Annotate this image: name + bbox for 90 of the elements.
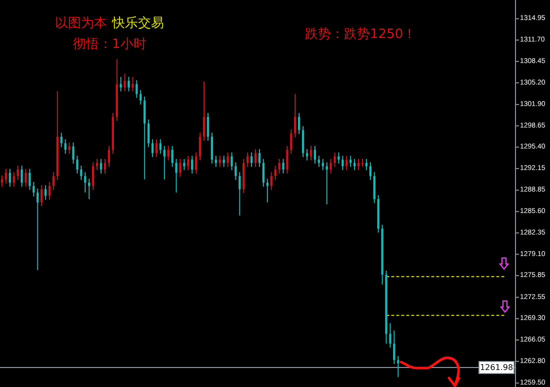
candlestick: [195, 152, 198, 174]
annotation: 快乐交易: [111, 15, 164, 31]
candlestick: [310, 145, 312, 161]
candlestick: [326, 162, 328, 205]
candlestick: [206, 112, 210, 142]
annotation: 以图为本: [55, 16, 107, 31]
candlestick: [64, 138, 66, 154]
candlestick: [270, 172, 272, 190]
candlestick: [294, 93, 296, 138]
candlestick: [230, 152, 233, 171]
candlestick: [246, 152, 249, 168]
candlestick: [274, 165, 276, 181]
candlestick: [28, 168, 31, 190]
candlestick: [222, 155, 225, 168]
candlestick: [128, 76, 130, 92]
candlestick: [147, 119, 150, 148]
candlestick: [346, 155, 348, 171]
annotation: 彻悟：1小时: [73, 37, 146, 52]
candlestick: [48, 182, 51, 200]
candlestick: [330, 158, 332, 174]
candlestick: [302, 126, 304, 158]
candlestick: [298, 112, 300, 135]
candlestick: [306, 148, 308, 161]
candlestick: [144, 96, 146, 180]
candlestick: [334, 152, 336, 168]
candlestick: [234, 162, 237, 181]
candlestick: [191, 155, 194, 174]
candlestick: [187, 155, 190, 171]
candlestick: [108, 145, 110, 168]
candlestick: [318, 155, 320, 168]
candlestick: [389, 322, 392, 348]
candlestick: [342, 155, 344, 171]
candlestick: [254, 148, 257, 168]
candlestick: [44, 184, 47, 200]
candlestick: [369, 162, 372, 181]
candlestick: [262, 158, 265, 188]
candlestick: [214, 155, 217, 168]
candlestick: [163, 145, 166, 180]
candlestick: [80, 165, 82, 181]
candlestick: [290, 128, 292, 154]
candlestick: [202, 80, 206, 142]
candlestick: [183, 158, 186, 171]
candlestick: [16, 165, 19, 181]
candlestick: [100, 158, 102, 174]
candlestick: [218, 155, 221, 168]
candlestick: [120, 76, 122, 92]
candlestick: [132, 76, 134, 92]
candlestick: [397, 356, 400, 378]
candlestick: [12, 172, 15, 188]
candlestick: [171, 145, 174, 168]
candlestick: [92, 162, 94, 190]
candlestick: [282, 158, 284, 174]
candlestick: [36, 188, 39, 271]
candlestick: [278, 158, 280, 174]
candlestick: [350, 155, 352, 168]
candlestick: [24, 168, 27, 188]
candlestick: [76, 155, 78, 174]
candlestick: [338, 152, 340, 164]
candlestick: [136, 80, 138, 98]
candlestick: [88, 178, 90, 200]
candlestick: [155, 138, 158, 158]
candlestick: [20, 165, 23, 188]
candlestick: [104, 158, 106, 174]
annotation: 跌势：跌势1250！: [305, 27, 416, 42]
candlestick: [72, 142, 74, 164]
candlestick: [226, 152, 229, 168]
candlestick: [151, 138, 154, 158]
candlestick: [84, 172, 86, 194]
candlestick: [266, 178, 268, 203]
candlestick: [175, 158, 178, 194]
candlestick: [60, 132, 62, 148]
candlestick: [124, 73, 126, 92]
candlestick: [52, 172, 55, 190]
candlestick: [167, 145, 170, 161]
candlestick: [286, 145, 288, 174]
candlestick: [4, 168, 8, 184]
candlestick: [238, 172, 241, 216]
candlestick: [393, 330, 396, 365]
candlestick: [258, 148, 261, 168]
candlestick: [140, 90, 142, 105]
candlestick: [198, 132, 202, 161]
candlestick: [179, 158, 182, 178]
candlestick: [32, 182, 35, 197]
candlestick: [250, 152, 253, 168]
candlestick: [159, 138, 162, 154]
candlestick: [40, 184, 43, 207]
ref-line-label: 1261.98: [480, 363, 514, 372]
candlestick: [210, 132, 214, 164]
candlestick: [68, 142, 70, 154]
candlestick: [373, 172, 376, 204]
